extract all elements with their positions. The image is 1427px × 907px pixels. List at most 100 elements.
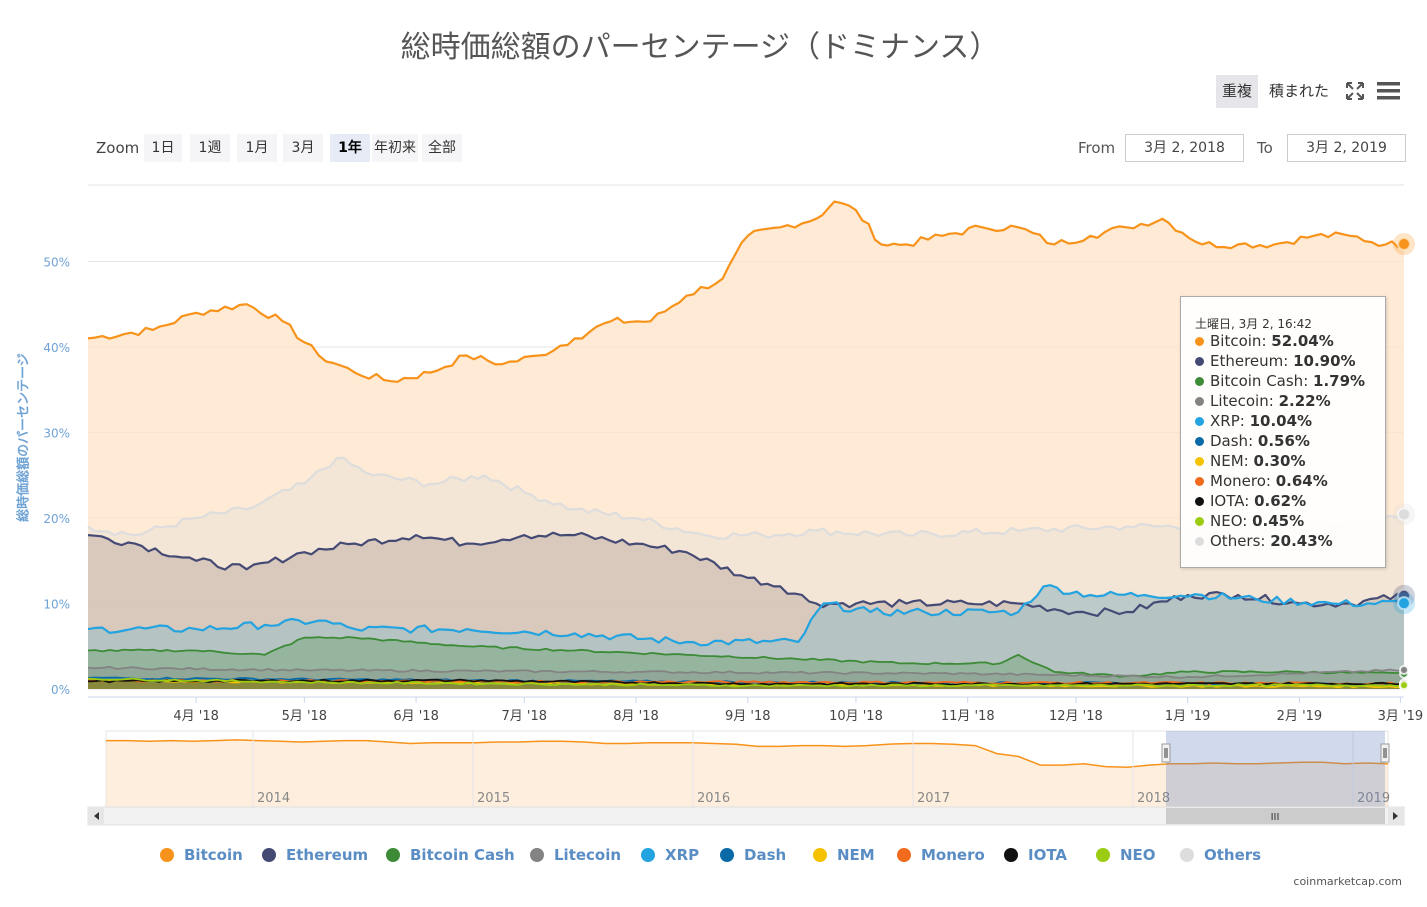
legend-label: Ethereum — [286, 846, 369, 864]
from-label: From — [1078, 139, 1116, 157]
navigator-selection[interactable] — [1166, 731, 1385, 807]
legend-item-dash[interactable]: Dash — [720, 843, 786, 867]
series-line-neo[interactable] — [87, 677, 1405, 688]
legend-item-monero[interactable]: Monero — [897, 843, 985, 867]
legend-label: Bitcoin Cash — [410, 846, 515, 864]
zoom-1d-button[interactable]: 1日 — [144, 134, 182, 162]
tooltip-dot — [1195, 377, 1204, 386]
legend-item-others[interactable]: Others — [1180, 843, 1261, 867]
navigator-right-handle[interactable] — [1380, 743, 1390, 763]
scrollbar-grip[interactable]: III — [1271, 812, 1280, 823]
legend-dot — [1004, 848, 1018, 862]
navigator-year-label: 2016 — [697, 791, 730, 806]
legend-dot — [720, 848, 734, 862]
tooltip-dot — [1195, 497, 1204, 506]
y-tick-label: 40% — [43, 341, 70, 355]
stacked-button[interactable]: 積まれた — [1268, 82, 1329, 100]
series-line-bitcoin-cash[interactable] — [87, 636, 1405, 678]
tooltip-row: XRP: 10.04% — [1195, 411, 1312, 431]
tooltip-series-name: Litecoin: — [1210, 392, 1279, 410]
legend-item-neo[interactable]: NEO — [1096, 843, 1156, 867]
navigator-left-handle[interactable] — [1161, 743, 1171, 763]
tooltip-series-value: 10.90% — [1293, 352, 1356, 370]
legend-item-litecoin[interactable]: Litecoin — [530, 843, 621, 867]
navigator-year-label: 2017 — [917, 791, 950, 806]
overlap-button[interactable]: 重複 — [1216, 75, 1258, 108]
y-tick-label: 10% — [43, 598, 70, 612]
zoom-3m-button[interactable]: 3月 — [283, 134, 323, 162]
tooltip-series-name: Bitcoin: — [1210, 332, 1272, 350]
tooltip-series-name: Others: — [1210, 532, 1271, 550]
series-line-litecoin[interactable] — [87, 665, 1405, 679]
legend-label: Litecoin — [554, 846, 622, 864]
tooltip-header: 土曜日, 3月 2, 16:42 — [1195, 317, 1312, 331]
to-date-input[interactable]: 3月 2, 2019 — [1287, 134, 1406, 162]
tooltip: 土曜日, 3月 2, 16:42 Bitcoin: 52.04% Ethereum… — [1180, 296, 1386, 568]
navigator-area — [106, 739, 1388, 807]
tooltip-series-name: NEM: — [1210, 452, 1254, 470]
tooltip-series-name: Ethereum: — [1210, 352, 1294, 370]
legend-item-bitcoin[interactable]: Bitcoin — [160, 843, 243, 867]
legend-dot — [897, 848, 911, 862]
tooltip-series-value: 0.62% — [1254, 492, 1307, 510]
legend-dot — [262, 848, 276, 862]
legend-label: NEO — [1120, 846, 1156, 864]
x-tick-label: 10月 '18 — [829, 709, 883, 724]
navigator-year-label: 2014 — [257, 791, 290, 806]
legend-dot — [813, 848, 827, 862]
fullscreen-icon[interactable] — [1345, 81, 1365, 101]
x-tick-label: 6月 '18 — [393, 709, 439, 724]
tooltip-series-value: 52.04% — [1271, 332, 1334, 350]
x-tick-label: 8月 '18 — [613, 709, 659, 724]
legend-item-iota[interactable]: IOTA — [1004, 843, 1067, 867]
legend-dot — [641, 848, 655, 862]
tooltip-series-name: Dash: — [1210, 432, 1258, 450]
menu-icon[interactable] — [1377, 80, 1401, 102]
zoom-1y-button[interactable]: 1年 — [330, 134, 370, 162]
navigator-year-label: 2019 — [1357, 791, 1390, 806]
series-line-xrp[interactable] — [87, 584, 1405, 647]
credit-link[interactable]: coinmarketcap.com — [1293, 875, 1402, 888]
legend-dot — [160, 848, 174, 862]
legend: Bitcoin Ethereum Bitcoin Cash Litecoin XRP Da… — [0, 843, 1427, 867]
series-line-bitcoin[interactable] — [87, 200, 1405, 383]
zoom-1m-button[interactable]: 1月 — [237, 134, 277, 162]
to-label: To — [1257, 139, 1273, 157]
hover-marker-bitcoin — [1397, 237, 1411, 252]
legend-item-xrp[interactable]: XRP — [641, 843, 699, 867]
tooltip-series-name: NEO: — [1210, 512, 1253, 530]
tooltip-row: NEO: 0.45% — [1195, 511, 1304, 531]
tooltip-series-value: 0.56% — [1257, 432, 1310, 450]
tooltip-series-value: 1.79% — [1313, 372, 1366, 390]
tooltip-dot — [1195, 477, 1204, 486]
zoom-ytd-button[interactable]: 年初来 — [372, 134, 418, 162]
tooltip-series-name: Monero: — [1210, 472, 1276, 490]
y-tick-label: 0% — [51, 683, 70, 697]
legend-dot — [530, 848, 544, 862]
y-tick-label: 30% — [43, 427, 70, 441]
y-tick-label: 50% — [43, 256, 70, 270]
tooltip-row: Bitcoin Cash: 1.79% — [1195, 371, 1365, 391]
tooltip-series-value: 10.04% — [1249, 412, 1313, 430]
tooltip-row: IOTA: 0.62% — [1195, 491, 1306, 511]
legend-item-ethereum[interactable]: Ethereum — [262, 843, 368, 867]
tooltip-row: Others: 20.43% — [1195, 531, 1333, 551]
zoom-1w-button[interactable]: 1週 — [190, 134, 230, 162]
x-tick-label: 4月 '18 — [173, 709, 219, 724]
from-date-input[interactable]: 3月 2, 2018 — [1125, 134, 1244, 162]
chart-title: 総時価総額のパーセンテージ（ドミナンス） — [400, 30, 1000, 65]
legend-label: XRP — [665, 846, 700, 864]
series-line-iota[interactable] — [87, 678, 1405, 686]
y-tick-label: 20% — [43, 512, 70, 526]
legend-label: IOTA — [1028, 846, 1068, 864]
zoom-all-button[interactable]: 全部 — [422, 134, 462, 162]
scrollbar-thumb[interactable] — [1166, 808, 1385, 824]
legend-dot — [1096, 848, 1110, 862]
x-tick-label: 9月 '18 — [725, 709, 771, 724]
navigator-line — [106, 739, 1389, 769]
legend-item-bitcoin-cash[interactable]: Bitcoin Cash — [386, 843, 515, 867]
tooltip-dot — [1195, 517, 1204, 526]
legend-item-nem[interactable]: NEM — [813, 843, 875, 867]
legend-label: Bitcoin — [184, 846, 243, 864]
